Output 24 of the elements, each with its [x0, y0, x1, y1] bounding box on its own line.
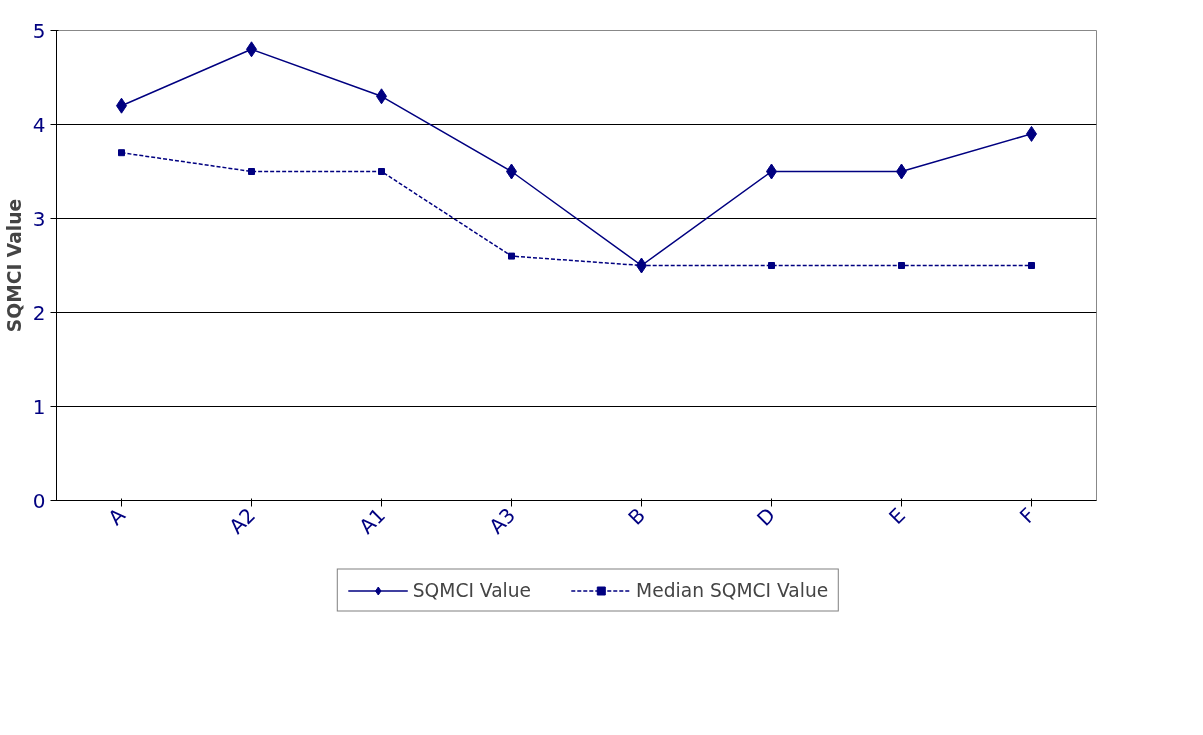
x-tick-label: A3: [484, 503, 520, 539]
y-tick-label: 5: [32, 18, 46, 43]
x-tick-label: D: [752, 503, 780, 531]
point: [768, 262, 775, 269]
x-tick-label: A: [103, 502, 131, 530]
x-tick-label: A1: [354, 503, 390, 539]
point: [378, 168, 385, 175]
point: [248, 168, 255, 175]
y-axis-title: SQMCI Value: [3, 198, 25, 333]
x-tick-label: B: [623, 503, 650, 530]
point: [118, 149, 125, 157]
legend-label: Median SQMCI Value: [636, 579, 829, 601]
point: [1028, 262, 1035, 269]
x-tick-label: F: [1014, 503, 1040, 529]
x-tick-label: A2: [224, 503, 260, 539]
legend-label: SQMCI Value: [412, 579, 532, 601]
y-tick-label: 4: [32, 112, 46, 137]
y-tick-label: 3: [32, 206, 46, 231]
point: [508, 252, 515, 260]
x-tick-label: E: [884, 503, 910, 529]
y-tick-label: 2: [32, 300, 46, 325]
y-tick-label: 0: [32, 488, 46, 513]
point: [898, 262, 905, 269]
y-tick-label: 1: [32, 394, 46, 419]
